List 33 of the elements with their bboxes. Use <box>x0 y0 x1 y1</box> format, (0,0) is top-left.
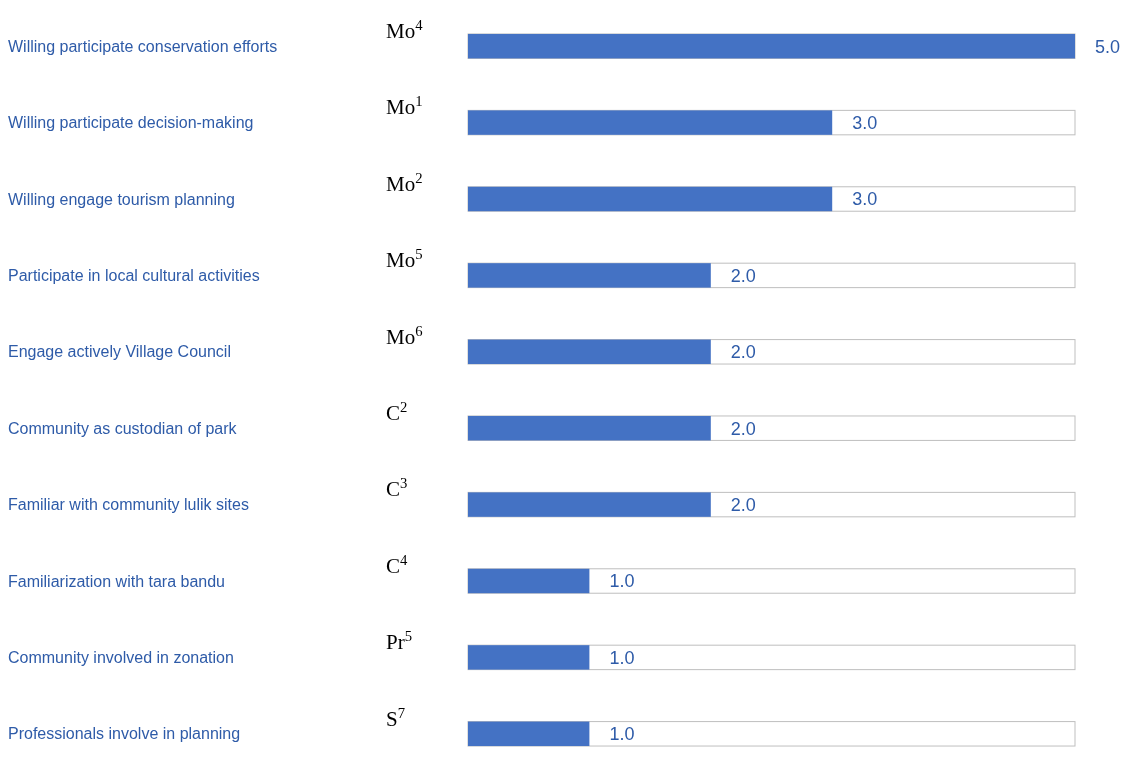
text: Mo$^{5}$ <box>386 246 423 273</box>
y-tick-label: Participate in local cultural activities <box>8 267 260 284</box>
text: Mo$^{1}$ <box>386 93 423 120</box>
data-label: 1.0 <box>609 647 635 668</box>
data-label: 3.0 <box>852 112 878 133</box>
y-tick-label: Professionals involve in planning <box>8 725 241 743</box>
y-tick-label: Familiarization with tara bandu <box>8 572 225 590</box>
data-label: 2.0 <box>730 494 756 515</box>
data-label: 3.0 <box>852 189 878 210</box>
data-label: 2.0 <box>730 418 756 439</box>
bar <box>468 721 590 747</box>
bar <box>468 645 590 670</box>
y-tick-label: Willing participate decision-making <box>8 114 254 132</box>
bar <box>468 568 590 594</box>
text: S$^{7}$ <box>386 704 406 731</box>
data-label: 2.0 <box>730 342 756 363</box>
text: Pr$^{5}$ <box>386 628 413 655</box>
data-label: 1.0 <box>609 724 635 745</box>
y-tick-label: Willing participate conservation efforts <box>8 37 278 55</box>
data-label: 5.0 <box>1095 36 1121 57</box>
text: C$^{2}$ <box>386 398 408 425</box>
text: Mo$^{6}$ <box>386 322 423 349</box>
y-tick-label: Willing engage tourism planning <box>8 190 235 208</box>
text: C$^{3}$ <box>386 475 408 502</box>
y-tick-label: Familiar with community lulik sites <box>8 496 249 514</box>
text: Mo$^{2}$ <box>386 169 423 196</box>
y-tick-label: Community as custodian of park <box>8 419 238 437</box>
y-tick-label: Community involved in zonation <box>8 649 234 666</box>
data-label: 1.0 <box>609 571 635 592</box>
text: Mo$^{4}$ <box>386 16 424 43</box>
text: C$^{4}$ <box>386 551 409 578</box>
data-label: 2.0 <box>730 265 756 286</box>
y-tick-label: Engage actively Village Council <box>8 343 231 361</box>
